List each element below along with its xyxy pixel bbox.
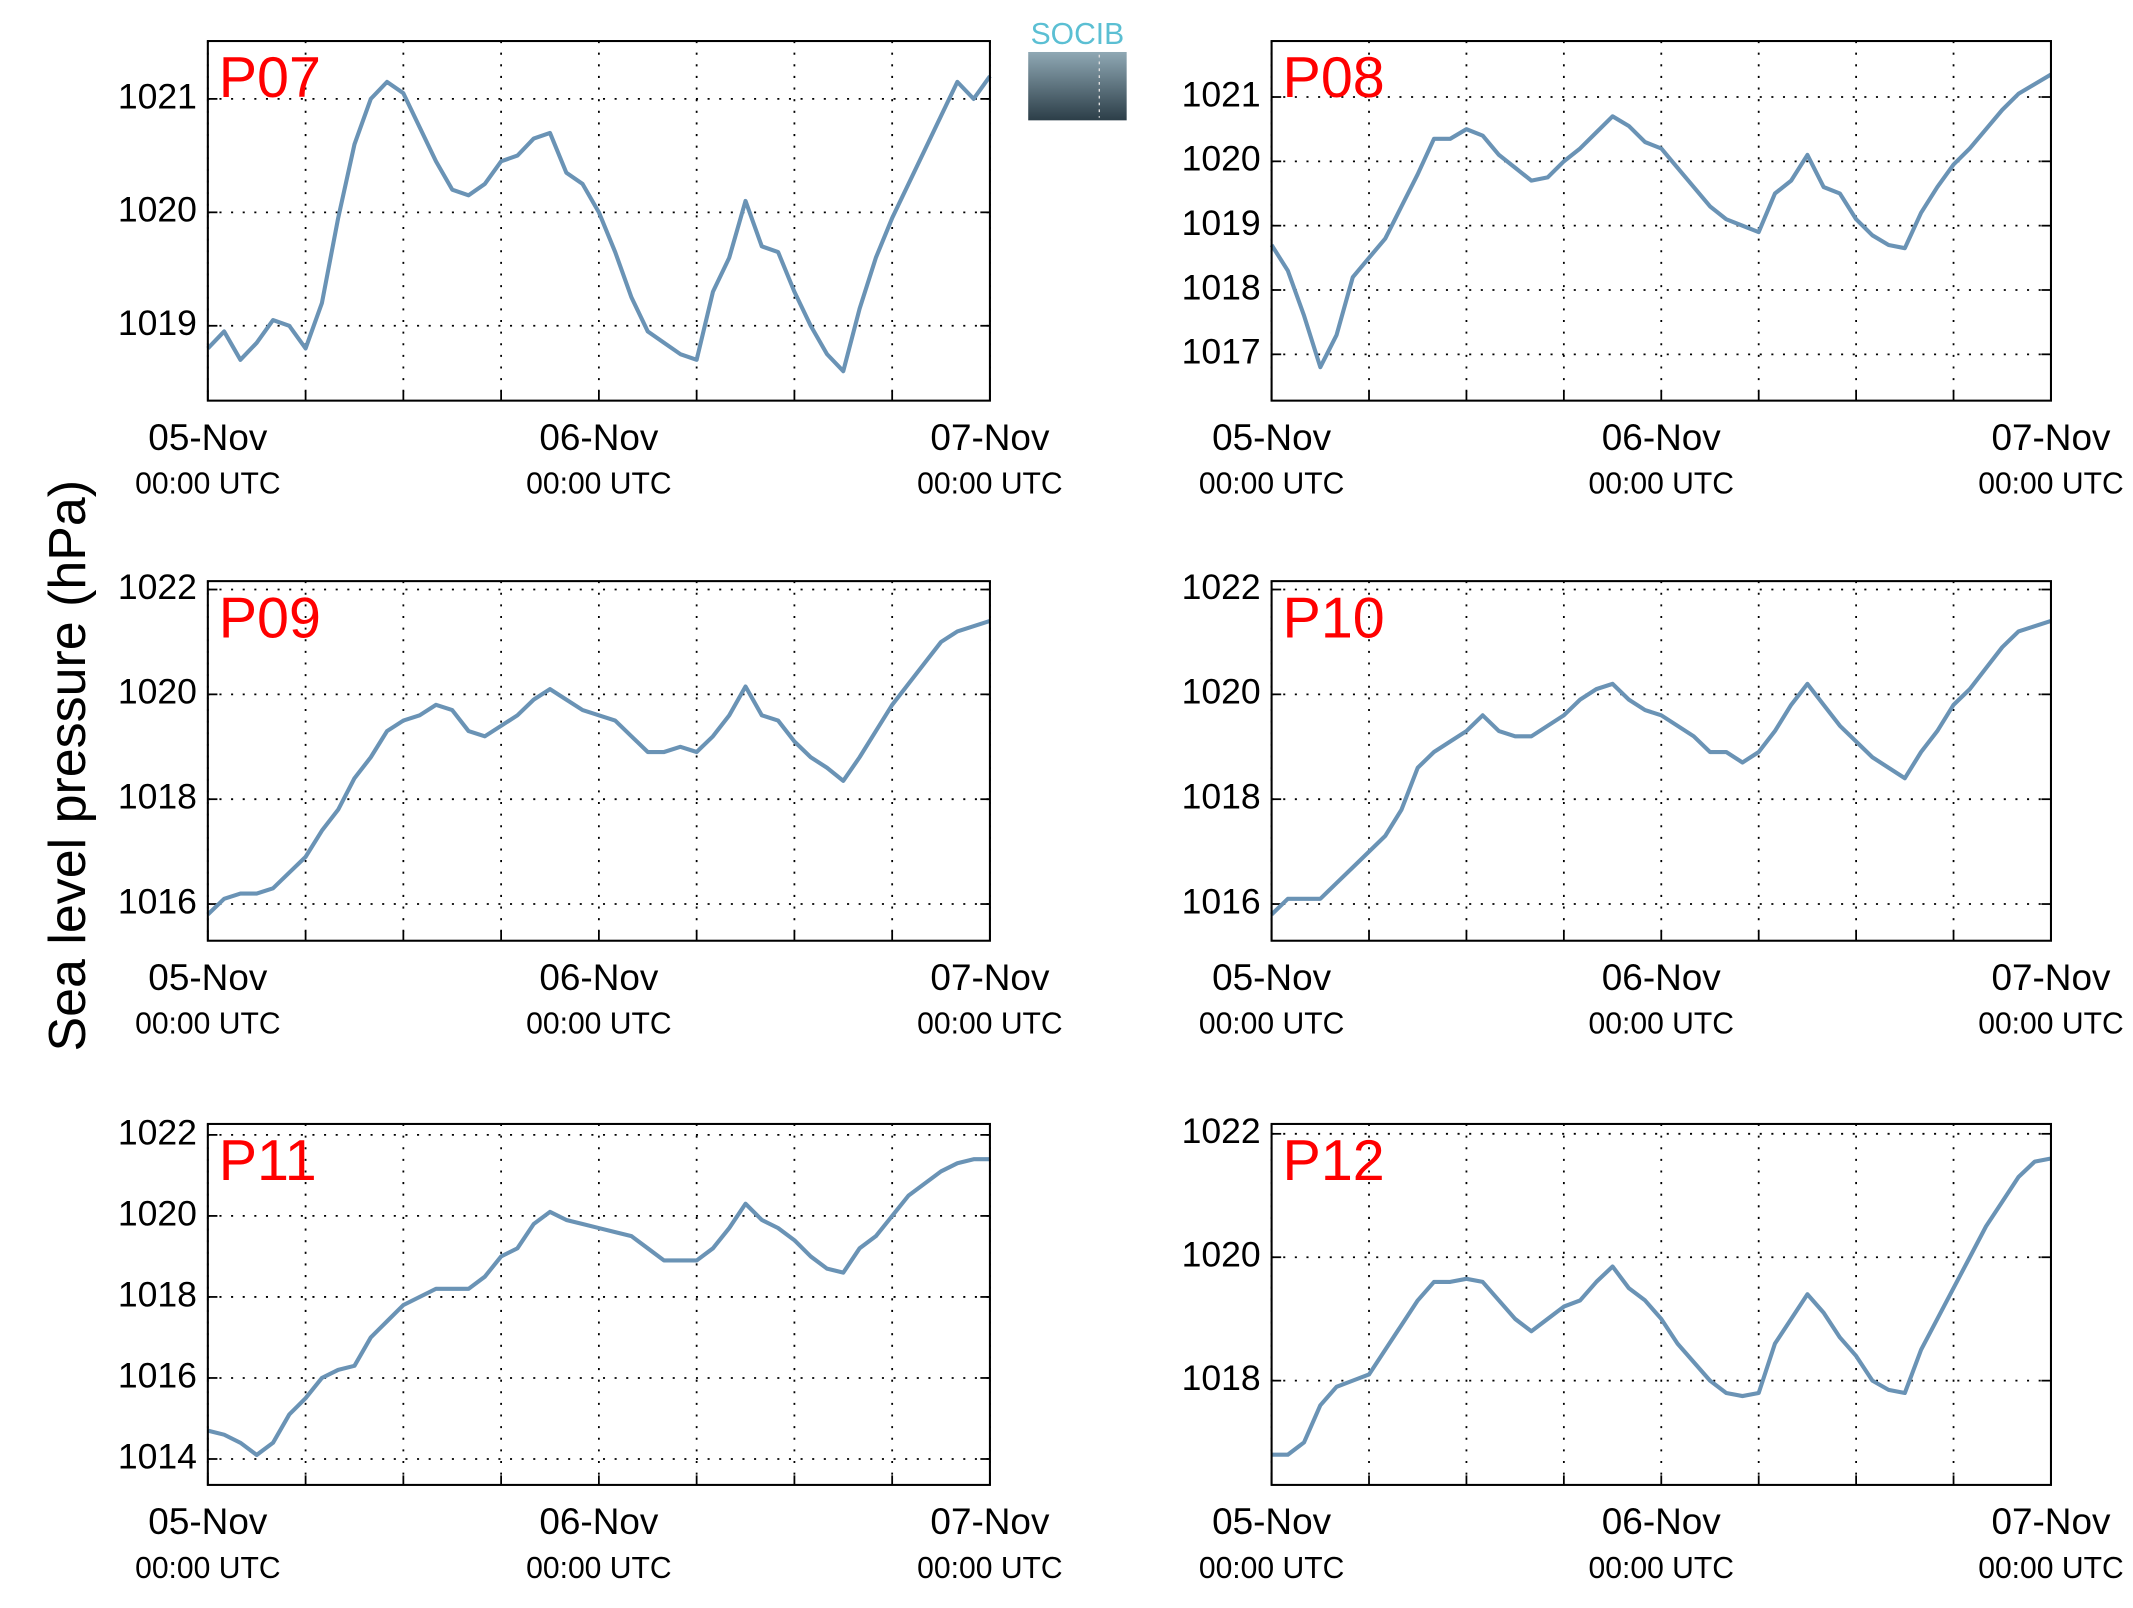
x-tick-label-box: 05-Nov 00:00 UTC bbox=[135, 417, 281, 501]
y-tick-label: 1022 bbox=[1182, 567, 1261, 607]
x-tick-label: 07-Nov 00:00 UTC bbox=[1978, 1501, 2124, 1585]
x-tick-label-box: 05-Nov 00:00 UTC bbox=[1198, 957, 1345, 1041]
x-tick-label: 05-Nov 00:00 UTC bbox=[1198, 1501, 1345, 1585]
x-tick-label: 05-Nov 00:00 UTC bbox=[135, 1501, 281, 1585]
y-tick-label: 1018 bbox=[118, 1274, 197, 1314]
x-tick-label: 05-Nov 00:00 UTC bbox=[1198, 417, 1345, 501]
x-tick-label: 06-Nov 00:00 UTC bbox=[526, 1501, 672, 1585]
panel-title: P12 bbox=[1283, 1129, 1385, 1193]
y-tick-label: 1019 bbox=[118, 303, 197, 343]
data-line bbox=[1271, 1156, 2052, 1457]
data-line bbox=[1269, 72, 2053, 370]
y-tick-label: 1020 bbox=[118, 190, 197, 230]
y-tick-label: 1022 bbox=[118, 567, 197, 607]
panel: 1016 1018 1020 1022 05-Nov 00:00 UTC 06-Nov 0… bbox=[118, 567, 1063, 1041]
x-tick-label-box: 06-Nov 00:00 UTC bbox=[1588, 417, 1735, 501]
y-tick-label: 1018 bbox=[1182, 777, 1261, 817]
y-tick-label: 1016 bbox=[118, 1355, 197, 1395]
y-tick-label: 1020 bbox=[118, 672, 197, 712]
x-tick-label-box: 06-Nov 00:00 UTC bbox=[526, 417, 672, 501]
y-tick-label: 1020 bbox=[118, 1193, 197, 1233]
y-tick-label: 1018 bbox=[1182, 1358, 1261, 1398]
x-tick-label: 06-Nov 00:00 UTC bbox=[526, 417, 672, 501]
x-tick-label: 06-Nov 00:00 UTC bbox=[1588, 417, 1735, 501]
panel-title: P09 bbox=[219, 586, 321, 650]
y-tick-label: 1021 bbox=[1182, 74, 1261, 114]
y-tick-label: 1020 bbox=[1182, 1235, 1261, 1275]
x-tick-label-box: 07-Nov 00:00 UTC bbox=[917, 417, 1063, 501]
x-tick-label: 06-Nov 00:00 UTC bbox=[1588, 957, 1735, 1041]
plot-frame bbox=[1270, 580, 2052, 942]
x-tick-label: 05-Nov 00:00 UTC bbox=[135, 417, 281, 501]
data-line bbox=[1270, 619, 2052, 916]
y-tick-label: 1017 bbox=[1182, 332, 1261, 372]
y-tick-label: 1022 bbox=[1182, 1111, 1261, 1151]
plot-frame bbox=[206, 1122, 991, 1486]
y-tick-label: 1022 bbox=[118, 1112, 197, 1152]
panel-title: P08 bbox=[1283, 46, 1385, 110]
y-tick-label: 1018 bbox=[1182, 267, 1261, 307]
panel: 1014 1016 1018 1020 1022 05-Nov 00:00 UTC 06-N… bbox=[118, 1112, 1063, 1585]
x-tick-label: 06-Nov 00:00 UTC bbox=[526, 957, 672, 1041]
plot-frame bbox=[1270, 1122, 2052, 1486]
x-tick-label: 07-Nov 00:00 UTC bbox=[917, 417, 1063, 501]
data-line bbox=[206, 619, 991, 916]
y-axis-label: Sea level pressure (hPa) bbox=[39, 480, 97, 1052]
panel: 1018 1020 1022 05-Nov 00:00 UTC 06-Nov 00:00… bbox=[1182, 1111, 2124, 1585]
x-tick-label: 07-Nov 00:00 UTC bbox=[917, 1501, 1063, 1585]
x-tick-label-box: 05-Nov 00:00 UTC bbox=[135, 957, 281, 1041]
plot-frame bbox=[206, 580, 991, 942]
logo-text: SOCIB bbox=[1031, 18, 1125, 51]
y-tick-label: 1016 bbox=[118, 881, 197, 921]
y-tick-label: 1020 bbox=[1182, 139, 1261, 179]
y-tick-label: 1019 bbox=[1182, 203, 1261, 243]
x-tick-label: 07-Nov 00:00 UTC bbox=[1978, 417, 2124, 501]
y-tick-label: 1018 bbox=[118, 777, 197, 817]
panel: 1017 1018 1019 1020 1021 05-Nov 00:00 UTC 06-N… bbox=[1182, 40, 2124, 501]
x-tick-label-box: 05-Nov 00:00 UTC bbox=[1198, 1501, 1345, 1585]
plot-frame bbox=[206, 40, 991, 402]
x-tick-label-box: 07-Nov 00:00 UTC bbox=[1978, 957, 2124, 1041]
data-line bbox=[206, 75, 992, 374]
panel: 1019 1020 1021 05-Nov 00:00 UTC 06-Nov 00:00… bbox=[118, 40, 1063, 501]
panel: 1016 1018 1020 1022 05-Nov 00:00 UTC 06-Nov 0… bbox=[1182, 567, 2124, 1041]
y-tick-label: 1021 bbox=[118, 76, 197, 116]
panel-title: P10 bbox=[1283, 586, 1385, 650]
x-tick-label: 06-Nov 00:00 UTC bbox=[1588, 1501, 1735, 1585]
x-tick-label: 05-Nov 00:00 UTC bbox=[1198, 957, 1345, 1041]
data-line bbox=[207, 1157, 990, 1457]
y-tick-label: 1014 bbox=[118, 1436, 197, 1476]
x-tick-label-box: 05-Nov 00:00 UTC bbox=[135, 1501, 281, 1585]
x-tick-label-box: 06-Nov 00:00 UTC bbox=[1588, 957, 1735, 1041]
y-tick-label: 1016 bbox=[1182, 881, 1261, 921]
x-tick-label-box: 05-Nov 00:00 UTC bbox=[1198, 417, 1345, 501]
logo-mark bbox=[1028, 51, 1127, 121]
panel-title: P07 bbox=[219, 46, 321, 110]
x-tick-label-box: 07-Nov 00:00 UTC bbox=[1978, 1501, 2124, 1585]
x-tick-label-box: 07-Nov 00:00 UTC bbox=[917, 1501, 1063, 1585]
x-tick-label: 05-Nov 00:00 UTC bbox=[135, 957, 281, 1041]
y-tick-label: 1020 bbox=[1182, 672, 1261, 712]
x-tick-label-box: 06-Nov 00:00 UTC bbox=[526, 957, 672, 1041]
x-tick-label-box: 06-Nov 00:00 UTC bbox=[526, 1501, 672, 1585]
x-tick-label-box: 06-Nov 00:00 UTC bbox=[1588, 1501, 1735, 1585]
panel-title: P11 bbox=[219, 1129, 317, 1193]
x-tick-label: 07-Nov 00:00 UTC bbox=[1978, 957, 2124, 1041]
x-tick-label-box: 07-Nov 00:00 UTC bbox=[1978, 417, 2124, 501]
plot-frame bbox=[1270, 40, 2052, 402]
x-tick-label-box: 07-Nov 00:00 UTC bbox=[917, 957, 1063, 1041]
x-tick-label: 07-Nov 00:00 UTC bbox=[917, 957, 1063, 1041]
